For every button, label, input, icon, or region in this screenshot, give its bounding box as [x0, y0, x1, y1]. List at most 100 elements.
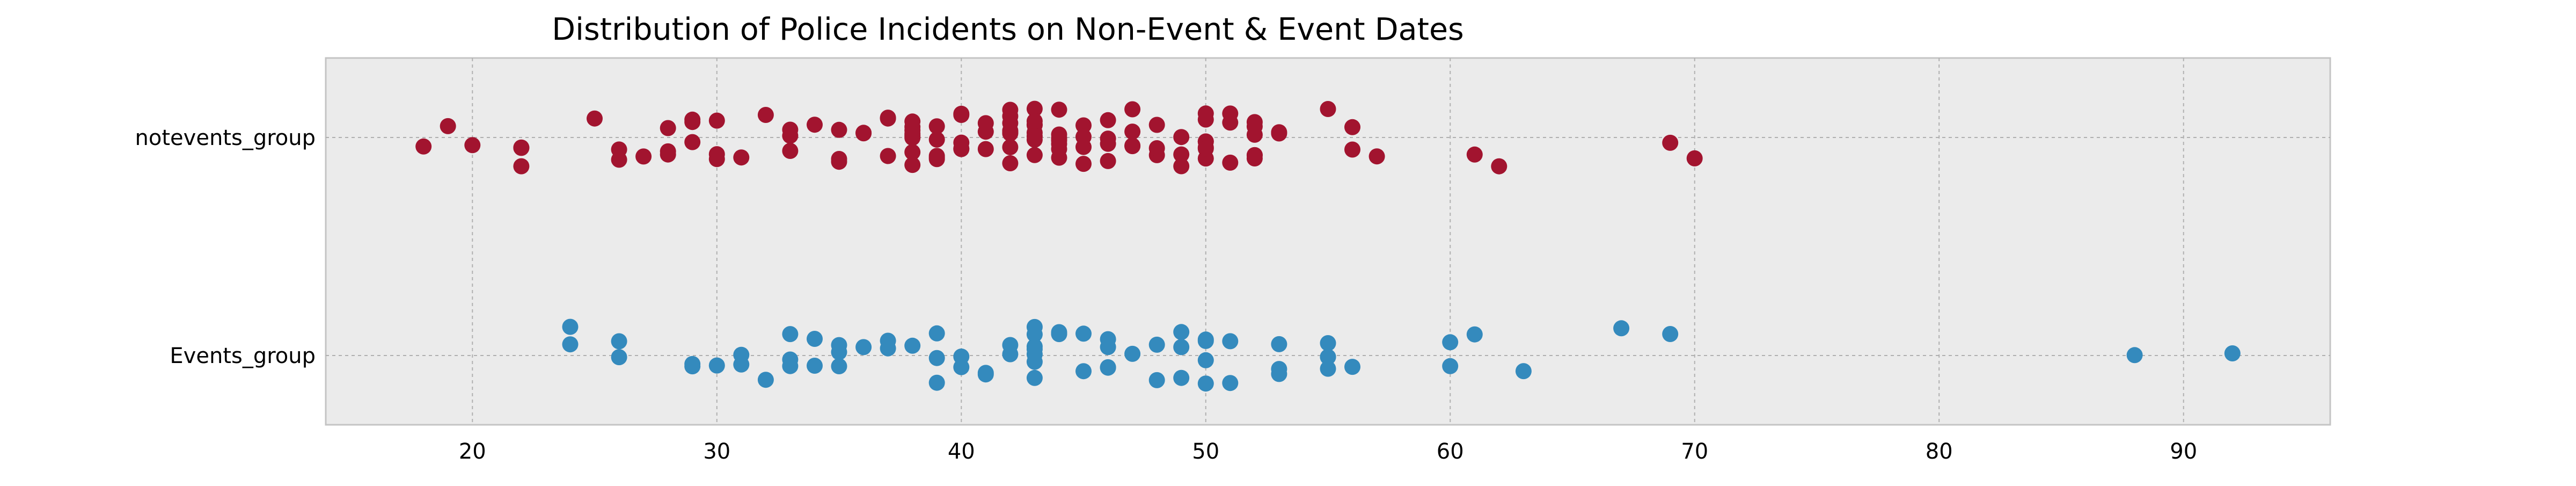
data-point — [1662, 326, 1679, 342]
data-point — [1026, 341, 1043, 358]
data-point — [782, 351, 799, 368]
data-point — [807, 331, 823, 347]
data-point — [1075, 156, 1092, 172]
data-point — [1246, 114, 1263, 130]
data-point — [928, 325, 945, 342]
data-point — [1197, 140, 1214, 157]
data-point — [977, 365, 994, 381]
data-point — [904, 144, 921, 161]
data-point — [757, 107, 774, 123]
data-point — [1320, 360, 1336, 377]
data-point — [587, 110, 603, 127]
data-point — [733, 356, 750, 373]
data-point — [1491, 158, 1507, 175]
data-point — [1344, 359, 1360, 375]
data-point — [513, 139, 530, 156]
data-point — [831, 358, 847, 374]
data-point — [1026, 100, 1043, 117]
data-point — [928, 131, 945, 148]
data-point — [611, 349, 627, 366]
data-point — [1100, 135, 1116, 152]
data-point — [1124, 345, 1141, 362]
data-point — [440, 118, 456, 134]
data-point — [1662, 134, 1679, 151]
data-point — [1222, 375, 1239, 391]
data-point — [1271, 125, 1287, 142]
data-point — [1320, 335, 1336, 351]
data-point — [1026, 353, 1043, 370]
data-point — [1100, 331, 1116, 347]
data-point — [904, 157, 921, 173]
data-point — [1173, 158, 1190, 175]
data-point — [1442, 334, 1459, 351]
data-point — [1173, 129, 1190, 146]
data-point — [928, 350, 945, 366]
data-point — [611, 141, 627, 158]
data-point — [904, 337, 921, 354]
data-point — [904, 113, 921, 130]
x-tick-label: 80 — [1926, 439, 1953, 464]
data-point — [855, 125, 872, 142]
data-point — [635, 148, 652, 165]
data-point — [831, 121, 847, 138]
data-point — [1466, 146, 1483, 163]
data-point — [1222, 114, 1239, 131]
data-point — [1344, 141, 1360, 158]
data-point — [1466, 326, 1483, 343]
y-axis-ticks: notevents_group Events_group — [135, 126, 316, 368]
data-point — [562, 336, 579, 353]
data-point — [708, 112, 725, 129]
data-point — [1075, 363, 1092, 380]
data-point — [1197, 375, 1214, 392]
data-point — [1442, 358, 1459, 374]
data-point — [1271, 336, 1287, 352]
data-point — [1246, 147, 1263, 163]
data-point — [1271, 366, 1287, 382]
data-point — [1051, 325, 1067, 342]
data-point — [1173, 324, 1190, 340]
x-tick-label: 90 — [2170, 439, 2197, 464]
data-point — [1002, 346, 1019, 362]
data-point — [1002, 139, 1019, 155]
data-point — [1026, 369, 1043, 386]
data-point — [807, 117, 823, 133]
data-point — [807, 358, 823, 374]
data-point — [1075, 325, 1092, 342]
x-tick-label: 70 — [1681, 439, 1708, 464]
data-point — [757, 372, 774, 388]
data-point — [1686, 150, 1703, 166]
data-point — [1148, 336, 1165, 353]
data-point — [904, 126, 921, 142]
data-point — [928, 374, 945, 391]
data-point — [684, 358, 701, 375]
data-point — [782, 121, 799, 138]
data-point — [1002, 108, 1019, 125]
data-point — [1148, 372, 1165, 388]
data-point — [2224, 345, 2241, 361]
data-point — [831, 151, 847, 167]
data-point — [1148, 117, 1165, 133]
data-point — [1075, 128, 1092, 145]
x-tick-label: 50 — [1192, 439, 1219, 464]
data-point — [1051, 130, 1067, 147]
data-point — [611, 333, 627, 350]
data-point — [1124, 138, 1141, 155]
data-point — [513, 158, 530, 175]
data-point — [1026, 113, 1043, 129]
data-point — [1222, 154, 1239, 171]
x-tick-label: 40 — [948, 439, 975, 464]
data-point — [1222, 333, 1239, 350]
y-tick-label: Events_group — [170, 344, 316, 368]
data-point — [684, 134, 701, 150]
x-tick-label: 20 — [459, 439, 486, 464]
data-point — [1197, 105, 1214, 122]
x-tick-label: 60 — [1437, 439, 1464, 464]
data-point — [1075, 117, 1092, 134]
data-point — [708, 151, 725, 168]
data-point — [880, 332, 896, 349]
data-point — [928, 118, 945, 135]
data-point — [1515, 363, 1532, 380]
data-point — [464, 137, 481, 154]
data-point — [1026, 147, 1043, 163]
